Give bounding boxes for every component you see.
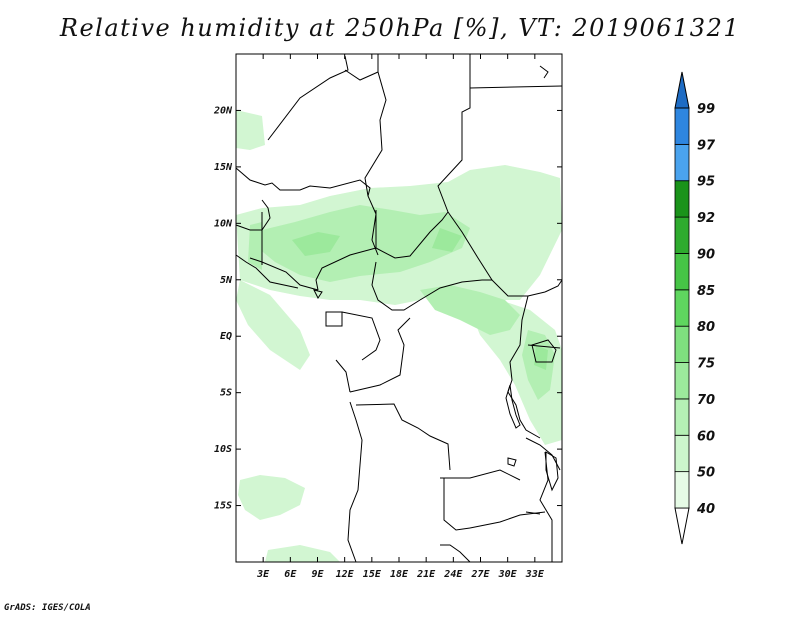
lat-axis: 20N 15N 10N 5N EQ 5S 10S 15S [213, 105, 562, 512]
colorbar-label: 60 [697, 429, 715, 444]
lon-tick-label: 15E [363, 569, 382, 580]
colorbar-label: 85 [697, 284, 715, 299]
lat-tick-label: 15N [214, 162, 233, 173]
lat-tick-label: 10N [214, 218, 233, 229]
colorbar-label: 75 [697, 357, 715, 372]
colorbar-label: 99 [697, 102, 715, 117]
lon-tick-label: 3E [256, 569, 270, 580]
lon-tick-label: 12E [336, 569, 355, 580]
colorbar-segment [674, 107, 690, 145]
country-borders [235, 54, 563, 563]
colorbar: 40 50 60 70 75 80 85 90 92 95 97 99 [674, 71, 716, 545]
colorbar-segment [674, 253, 690, 291]
colorbar-segment [674, 180, 690, 218]
lon-axis: 3E 6E 9E 12E 15E 18E 21E 24E 27E 30E 33E [256, 54, 545, 580]
colorbar-label: 95 [697, 175, 715, 190]
colorbar-segment [674, 471, 690, 509]
lon-tick-label: 6E [284, 569, 297, 580]
colorbar-label: 50 [697, 466, 715, 481]
lat-tick-label: 5N [220, 275, 233, 286]
lon-tick-label: 21E [416, 569, 436, 580]
colorbar-segment [674, 289, 690, 327]
lon-tick-label: 30E [498, 569, 518, 580]
lat-tick-label: 15S [214, 501, 232, 512]
map-title: Relative humidity at 250hPa [%], VT: 201… [59, 14, 741, 42]
colorbar-label: 80 [697, 320, 715, 335]
lon-tick-label: 24E [443, 569, 463, 580]
colorbar-label: 40 [696, 502, 715, 517]
lon-tick-label: 9E [311, 569, 324, 580]
colorbar-under-triangle [674, 507, 690, 545]
credit-label: GrADS: IGES/COLA [4, 603, 91, 613]
lon-tick-label: 27E [470, 569, 490, 580]
colorbar-over-triangle [674, 71, 690, 109]
lat-tick-label: EQ [220, 331, 232, 342]
lat-tick-label: 20N [213, 105, 233, 116]
lat-tick-label: 5S [220, 388, 232, 399]
humidity-shading [236, 110, 562, 562]
colorbar-label: 97 [697, 138, 716, 153]
colorbar-segment [674, 398, 690, 436]
lon-tick-label: 18E [390, 569, 409, 580]
lon-tick-label: 33E [525, 569, 545, 580]
colorbar-label: 90 [697, 247, 715, 262]
colorbar-label: 92 [697, 211, 715, 226]
colorbar-segment [674, 434, 690, 473]
colorbar-segment [674, 362, 690, 400]
colorbar-segment [674, 143, 690, 182]
colorbar-segment [674, 325, 690, 363]
colorbar-label: 70 [697, 393, 715, 408]
lake-outlines [313, 65, 559, 515]
colorbar-segment [674, 216, 690, 254]
lat-tick-label: 10S [214, 444, 232, 455]
